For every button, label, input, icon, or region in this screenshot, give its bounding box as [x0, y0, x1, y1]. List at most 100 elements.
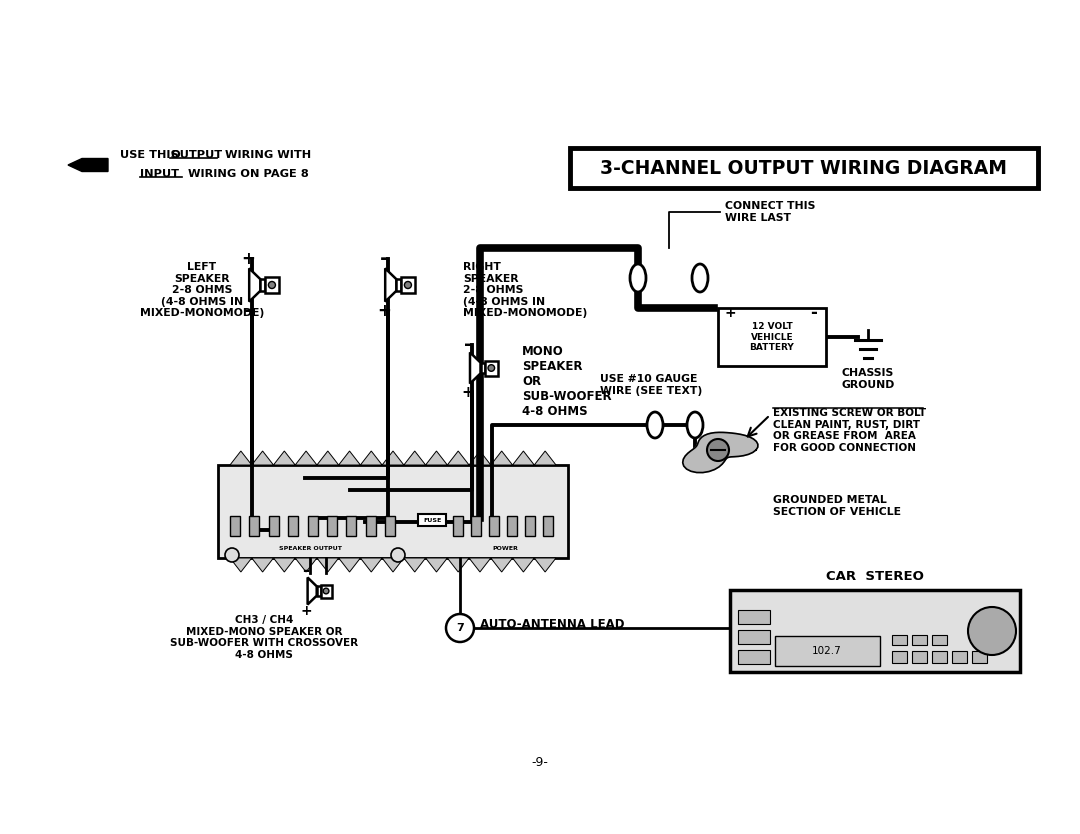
Polygon shape	[447, 451, 469, 465]
Bar	[912, 651, 927, 663]
Bar	[471, 516, 481, 536]
Polygon shape	[273, 451, 295, 465]
Bar	[932, 651, 947, 663]
Text: LEFT
SPEAKER
2-8 OHMS
(4-8 OHMS IN
MIXED-MONOMODE): LEFT SPEAKER 2-8 OHMS (4-8 OHMS IN MIXED…	[140, 262, 265, 319]
Polygon shape	[382, 451, 404, 465]
Ellipse shape	[647, 412, 663, 438]
Text: 12 VOLT
VEHICLE
BATTERY: 12 VOLT VEHICLE BATTERY	[750, 322, 795, 352]
Text: 7: 7	[456, 623, 464, 633]
Polygon shape	[447, 558, 469, 572]
Text: 102.7: 102.7	[812, 646, 842, 656]
Text: SPEAKER OUTPUT: SPEAKER OUTPUT	[279, 545, 341, 550]
Polygon shape	[469, 451, 490, 465]
Circle shape	[968, 607, 1016, 655]
Polygon shape	[252, 451, 273, 465]
Bar	[718, 308, 826, 366]
Polygon shape	[490, 451, 513, 465]
Bar	[972, 651, 987, 663]
Bar	[912, 635, 927, 645]
Circle shape	[269, 282, 275, 289]
Text: INPUT: INPUT	[140, 169, 179, 179]
Polygon shape	[683, 432, 758, 473]
Bar	[951, 651, 967, 663]
Polygon shape	[470, 353, 481, 384]
Text: POWER: POWER	[492, 545, 518, 550]
Bar	[384, 516, 395, 536]
Bar	[481, 363, 485, 374]
Polygon shape	[426, 451, 447, 465]
Polygon shape	[230, 451, 252, 465]
Bar	[396, 279, 401, 291]
Polygon shape	[469, 558, 490, 572]
Bar	[327, 516, 337, 536]
Bar	[218, 465, 568, 558]
Text: WIRING ON PAGE 8: WIRING ON PAGE 8	[184, 169, 309, 179]
Polygon shape	[361, 451, 382, 465]
Bar	[775, 636, 880, 666]
Text: -: -	[380, 249, 389, 269]
Polygon shape	[273, 558, 295, 572]
Text: EXISTING SCREW OR BOLT
CLEAN PAINT, RUST, DIRT
OR GREASE FROM  AREA
FOR GOOD CON: EXISTING SCREW OR BOLT CLEAN PAINT, RUST…	[773, 408, 927, 453]
Circle shape	[323, 588, 329, 594]
Polygon shape	[386, 269, 396, 302]
Polygon shape	[295, 558, 316, 572]
Polygon shape	[513, 558, 535, 572]
Text: -: -	[302, 562, 310, 580]
Polygon shape	[316, 558, 339, 572]
Text: +: +	[377, 302, 391, 320]
Bar	[288, 516, 298, 536]
Ellipse shape	[687, 412, 703, 438]
Text: +: +	[461, 384, 474, 399]
Bar	[316, 586, 321, 595]
Text: -9-: -9-	[531, 756, 549, 768]
Polygon shape	[295, 451, 316, 465]
Circle shape	[446, 614, 474, 642]
Polygon shape	[490, 558, 513, 572]
Polygon shape	[535, 451, 556, 465]
Text: +: +	[300, 604, 312, 618]
Bar	[485, 360, 498, 375]
Circle shape	[707, 439, 729, 461]
Bar	[260, 279, 266, 291]
Bar	[507, 516, 517, 536]
Circle shape	[391, 548, 405, 562]
Bar	[738, 630, 770, 644]
Text: -: -	[464, 334, 472, 354]
Polygon shape	[361, 558, 382, 572]
Bar	[932, 635, 947, 645]
Bar	[366, 516, 376, 536]
Bar	[321, 585, 332, 597]
Text: +: +	[725, 306, 735, 320]
Polygon shape	[252, 558, 273, 572]
Polygon shape	[316, 451, 339, 465]
Text: CH3 / CH4
MIXED-MONO SPEAKER OR
SUB-WOOFER WITH CROSSOVER
4-8 OHMS: CH3 / CH4 MIXED-MONO SPEAKER OR SUB-WOOF…	[170, 615, 359, 660]
Text: CHASSIS
GROUND: CHASSIS GROUND	[841, 368, 894, 389]
Text: RIGHT
SPEAKER
2-8 OHMS
(4-8 OHMS IN
MIXED-MONOMODE): RIGHT SPEAKER 2-8 OHMS (4-8 OHMS IN MIXE…	[463, 262, 588, 319]
Bar	[543, 516, 553, 536]
Polygon shape	[339, 558, 361, 572]
Polygon shape	[404, 558, 426, 572]
Bar	[453, 516, 463, 536]
Bar	[489, 516, 499, 536]
Text: OUTPUT: OUTPUT	[170, 150, 222, 160]
Bar	[525, 516, 535, 536]
Text: USE THIS: USE THIS	[120, 150, 183, 160]
Bar	[230, 516, 240, 536]
Text: USE #10 GAUGE
WIRE (SEE TEXT): USE #10 GAUGE WIRE (SEE TEXT)	[600, 374, 702, 396]
Polygon shape	[249, 269, 260, 302]
Text: CAR  STEREO: CAR STEREO	[826, 570, 923, 582]
Polygon shape	[426, 558, 447, 572]
Text: -: -	[811, 304, 818, 322]
Polygon shape	[382, 558, 404, 572]
Text: AUTO-ANTENNA LEAD: AUTO-ANTENNA LEAD	[480, 619, 624, 631]
Polygon shape	[513, 451, 535, 465]
Bar	[730, 590, 1020, 672]
Bar	[308, 516, 318, 536]
Text: CONNECT THIS
WIRE LAST: CONNECT THIS WIRE LAST	[725, 201, 815, 223]
Bar	[738, 610, 770, 624]
Bar	[347, 516, 356, 536]
Text: -: -	[244, 301, 253, 321]
Bar	[570, 148, 1038, 188]
Circle shape	[488, 364, 495, 371]
FancyArrow shape	[68, 158, 108, 172]
